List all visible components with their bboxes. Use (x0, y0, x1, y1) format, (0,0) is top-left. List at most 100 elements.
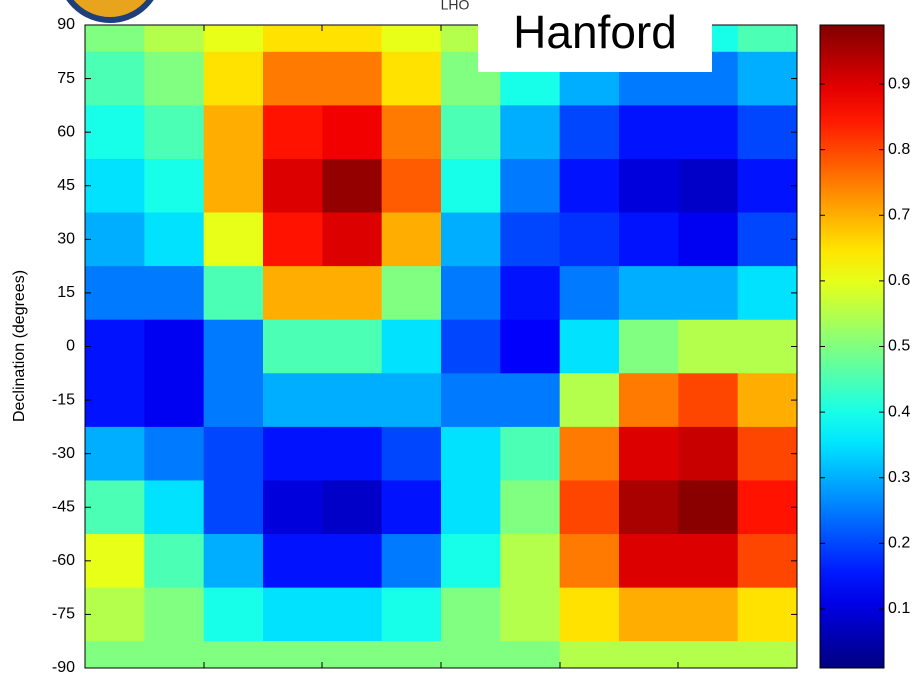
colorbar-tick-label: 0.7 (888, 206, 910, 223)
heatmap-cell (678, 587, 739, 642)
heatmap-cell (144, 373, 205, 428)
heatmap-cell (500, 105, 561, 160)
heatmap-cell (85, 373, 145, 428)
heatmap-cell (737, 105, 797, 160)
heatmap-cell (203, 480, 264, 535)
heatmap-cell (559, 641, 620, 668)
heatmap-cell (737, 51, 797, 106)
heatmap-cell (322, 426, 383, 481)
colorbar-tick-label: 0.6 (888, 272, 910, 289)
heatmap-cell (500, 587, 561, 642)
y-tick-label: -15 (52, 391, 75, 408)
heatmap-cell (500, 480, 561, 535)
heatmap-cell (322, 534, 383, 589)
heatmap-cell (500, 373, 561, 428)
heatmap-cell (203, 51, 264, 106)
heatmap-cell (203, 212, 264, 267)
heatmap-cell (144, 51, 205, 106)
heatmap-cell (144, 105, 205, 160)
heatmap-cell (559, 105, 620, 160)
heatmap-cell (203, 534, 264, 589)
heatmap-cell (322, 51, 383, 106)
y-tick-label: -90 (52, 659, 75, 676)
heatmap-cell (619, 480, 679, 535)
heatmap-cell (559, 212, 620, 267)
heatmap-cell (144, 319, 205, 374)
heatmap-cell (85, 319, 145, 374)
heatmap-cell (263, 480, 323, 535)
heatmap-cell (263, 426, 323, 481)
heatmap-cell (441, 426, 501, 481)
heatmap-cell (85, 641, 145, 668)
heatmap-cell (263, 158, 323, 214)
heatmap-cell (381, 105, 442, 160)
heatmap-cell (559, 158, 620, 214)
heatmap-cell (381, 319, 442, 374)
heatmap-cell (441, 105, 501, 160)
heatmap-cell (381, 25, 442, 53)
heatmap-cell (441, 266, 501, 321)
heatmap-cell (500, 266, 561, 321)
heatmap-cell (559, 266, 620, 321)
heatmap-cell (263, 105, 323, 160)
heatmap-cell (678, 373, 739, 428)
chart-title: LHO (441, 0, 470, 13)
heatmap-cell (678, 212, 739, 267)
heatmap-cell (263, 212, 323, 267)
heatmap-cell (500, 641, 561, 668)
heatmap-cell (203, 373, 264, 428)
heatmap-cell (85, 51, 145, 106)
heatmap-cell (322, 480, 383, 535)
heatmap-cell (619, 266, 679, 321)
heatmap-cell (441, 480, 501, 535)
heatmap-cell (144, 266, 205, 321)
heatmap-cells (85, 25, 797, 668)
heatmap-cell (737, 25, 797, 53)
colorbar-tick-label: 0.9 (888, 75, 910, 92)
heatmap-cell (737, 212, 797, 267)
heatmap-cell (737, 480, 797, 535)
heatmap-cell (500, 426, 561, 481)
heatmap-cell (559, 426, 620, 481)
heatmap-cell (619, 105, 679, 160)
heatmap-cell (381, 51, 442, 106)
heatmap-cell (203, 319, 264, 374)
heatmap-cell (619, 426, 679, 481)
heatmap-cell (263, 641, 323, 668)
y-tick-label: 15 (57, 284, 75, 301)
heatmap-cell (500, 158, 561, 214)
heatmap-cell (559, 480, 620, 535)
heatmap-cell (737, 319, 797, 374)
heatmap-cell (85, 266, 145, 321)
heatmap-cell (263, 587, 323, 642)
heatmap-cell (381, 480, 442, 535)
colorbar-tick-label: 0.2 (888, 535, 910, 552)
y-tick-label: 60 (57, 123, 75, 140)
heatmap-cell (500, 212, 561, 267)
heatmap-cell (678, 534, 739, 589)
annotation: Hanford (513, 6, 677, 58)
heatmap-cell (381, 534, 442, 589)
heatmap-cell (85, 480, 145, 535)
heatmap-cell (441, 587, 501, 642)
heatmap-cell (203, 158, 264, 214)
heatmap-cell (85, 212, 145, 267)
heatmap-cell (441, 641, 501, 668)
y-tick-label: -75 (52, 606, 75, 623)
heatmap-cell (678, 158, 739, 214)
colorbar-tick-label: 0.8 (888, 141, 910, 158)
heatmap-cell (441, 373, 501, 428)
heatmap-cell (203, 25, 264, 53)
heatmap-cell (381, 212, 442, 267)
heatmap-cell (144, 212, 205, 267)
heatmap-cell (144, 534, 205, 589)
heatmap-cell (559, 373, 620, 428)
heatmap-cell (85, 587, 145, 642)
colorbar (819, 24, 885, 669)
heatmap-cell (263, 319, 323, 374)
heatmap-cell (619, 158, 679, 214)
heatmap-cell (619, 587, 679, 642)
heatmap-cell (441, 212, 501, 267)
heatmap-cell (322, 587, 383, 642)
heatmap-cell (441, 534, 501, 589)
